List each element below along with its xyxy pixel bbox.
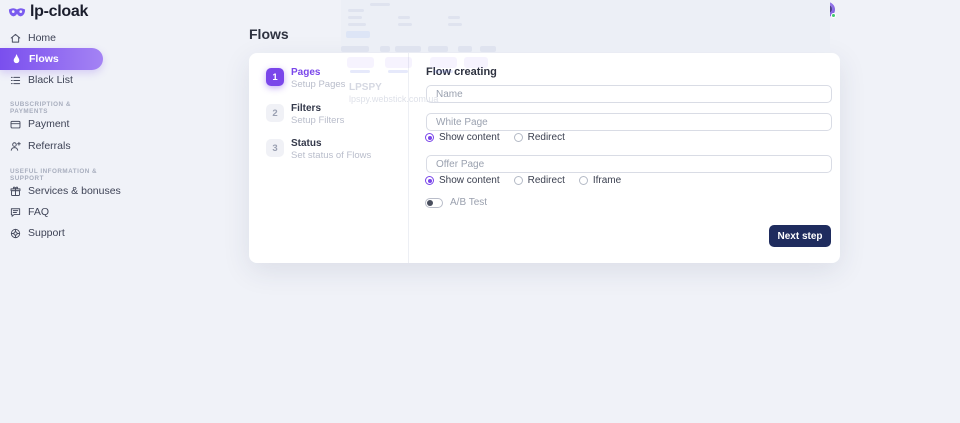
radio-unselected-icon[interactable] [578, 176, 588, 185]
flows-flame-icon [13, 54, 20, 63]
step-number-1[interactable]: 1 [266, 68, 284, 86]
sidebar-item-label: Flows [29, 53, 59, 65]
sidebar-item-referrals[interactable]: Referrals [10, 140, 71, 152]
sidebar-item-label: FAQ [28, 206, 50, 218]
sidebar-item-label: Support [28, 227, 65, 239]
step-number-2[interactable]: 2 [266, 104, 284, 122]
step-title-filters: Filters [291, 103, 322, 114]
sidebar-item-faq[interactable]: FAQ [10, 206, 49, 218]
credit-card-icon [10, 120, 21, 128]
page-title: Flows [249, 26, 289, 42]
user-avatar[interactable] [820, 2, 836, 18]
brand-logo[interactable]: lp-cloak [8, 3, 88, 21]
radio-unselected-icon[interactable] [513, 176, 523, 185]
step-number-3[interactable]: 3 [266, 139, 284, 157]
sidebar-item-label: Payment [28, 118, 70, 130]
plan-badge-button[interactable]: FREE [768, 3, 804, 17]
sidebar-section-support: USEFUL INFORMATION & SUPPORT [10, 168, 110, 182]
flow-name-input[interactable] [426, 85, 832, 103]
sidebar-item-label: Referrals [28, 140, 71, 152]
radio-label: Show content [439, 175, 500, 186]
add-user-icon [10, 141, 21, 151]
white-page-input[interactable] [426, 113, 832, 131]
radio-unselected-icon[interactable] [513, 133, 523, 142]
modal-steps-panel: 1 Pages Setup Pages 2 Filters Setup Filt… [249, 53, 409, 263]
next-step-button[interactable]: Next step [769, 225, 831, 247]
faq-bubble-icon [10, 207, 21, 217]
radio-offer-iframe[interactable]: Iframe [578, 175, 622, 186]
ab-test-label: A/B Test [450, 197, 488, 208]
ab-test-row: A/B Test [425, 197, 487, 208]
sidebar-item-services[interactable]: Services & bonuses [10, 185, 121, 197]
avatar-face [823, 5, 832, 13]
sidebar-item-home[interactable]: Home [10, 32, 56, 44]
step-title-status: Status [291, 138, 322, 149]
ab-test-toggle[interactable] [425, 197, 443, 208]
section-label: SUBSCRIPTION & PAYMENTS [10, 101, 71, 115]
radio-offer-redirect[interactable]: Redirect [513, 175, 565, 186]
sidebar-item-label: Home [28, 32, 57, 44]
radio-white-show-content[interactable]: Show content [425, 132, 500, 143]
section-label: USEFUL INFORMATION & SUPPORT [10, 168, 98, 182]
sidebar-item-label: Black List [28, 74, 73, 86]
sidebar-item-flows[interactable]: Flows [0, 48, 103, 70]
white-page-mode-radios: Show content Redirect [425, 132, 565, 143]
language-globe-icon[interactable] [805, 4, 816, 15]
flow-creating-modal: 1 Pages Setup Pages 2 Filters Setup Filt… [249, 53, 840, 263]
step-subtitle-status: Set status of Flows [291, 150, 372, 161]
sidebar-section-subscription: SUBSCRIPTION & PAYMENTS [10, 101, 110, 115]
offer-page-mode-radios: Show content Redirect Iframe [425, 175, 621, 186]
sidebar-item-payment[interactable]: Payment [10, 118, 69, 130]
radio-label: Redirect [527, 132, 565, 143]
list-icon [10, 76, 21, 84]
mask-icon [8, 8, 26, 17]
home-icon [10, 33, 21, 43]
offer-page-input[interactable] [426, 155, 832, 173]
modal-title: Flow creating [426, 66, 497, 78]
sidebar-item-black-list[interactable]: Black List [10, 74, 73, 86]
brand-name: lp-cloak [30, 3, 89, 20]
sidebar-item-support[interactable]: Support [10, 227, 65, 239]
radio-white-redirect[interactable]: Redirect [513, 132, 565, 143]
sidebar-item-label: Services & bonuses [28, 185, 121, 197]
radio-selected-icon[interactable] [425, 133, 434, 142]
online-status-dot [831, 13, 836, 18]
ghost-panel [341, 0, 830, 52]
lifebuoy-icon [10, 228, 21, 238]
step-title-pages: Pages [291, 67, 321, 78]
step-subtitle-filters: Setup Filters [291, 115, 345, 126]
toggle-knob [427, 199, 433, 206]
step-subtitle-pages: Setup Pages [291, 79, 346, 90]
gift-icon [10, 186, 21, 196]
radio-offer-show-content[interactable]: Show content [425, 175, 500, 186]
radio-selected-icon[interactable] [425, 176, 434, 185]
radio-label: Show content [439, 132, 500, 143]
radio-label: Iframe [592, 175, 622, 186]
radio-label: Redirect [527, 175, 565, 186]
